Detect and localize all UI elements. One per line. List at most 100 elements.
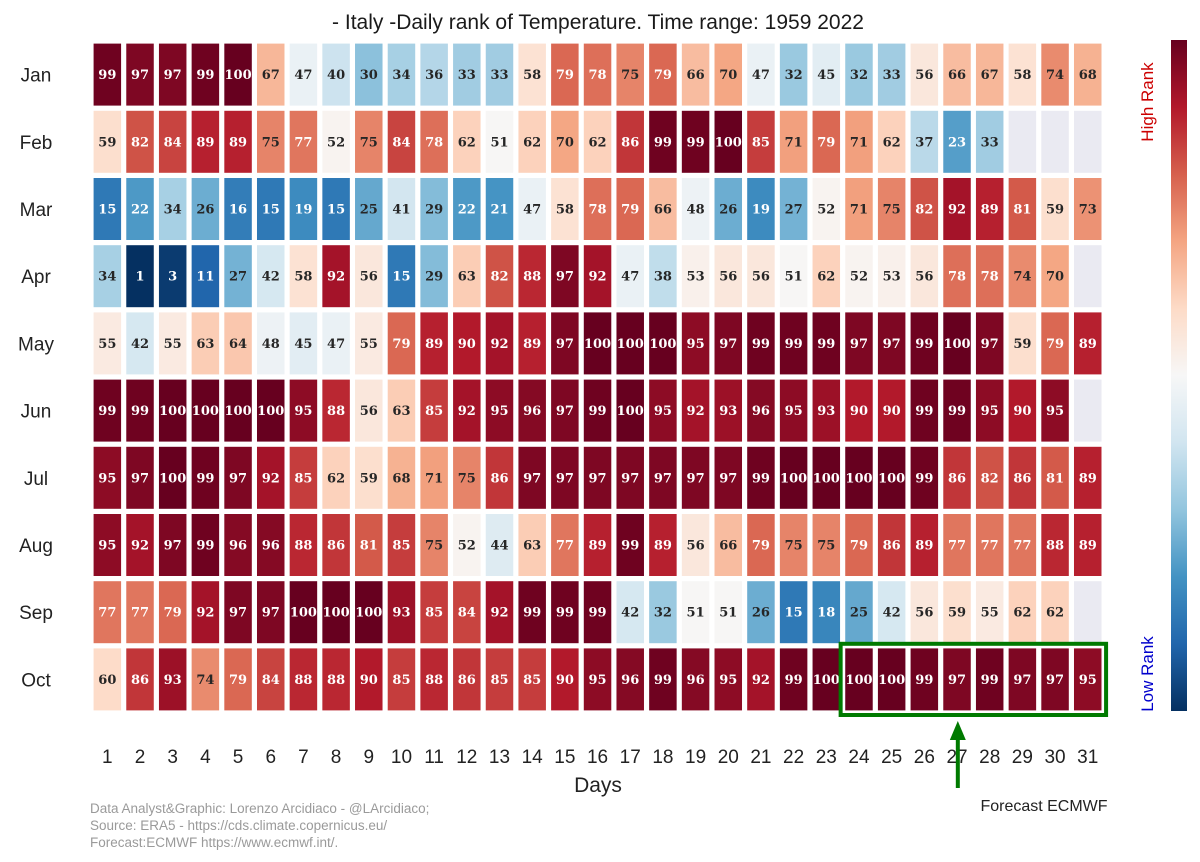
cell-value-label: 25: [850, 606, 868, 621]
heatmap-cell-apr-21: [747, 245, 775, 308]
cell-value-label: 89: [588, 539, 606, 554]
empty-cell: [1073, 379, 1102, 442]
heatmap-cell-apr-29: [1008, 245, 1037, 308]
heatmap-cell-mar-10: [387, 178, 416, 240]
heatmap-cell-jun-2: [126, 379, 154, 442]
cell-value-label: 99: [915, 404, 933, 419]
heatmap-cell-apr-25: [877, 245, 906, 308]
cell-value-label: 75: [262, 135, 280, 150]
heatmap-cell-jul-24: [845, 446, 873, 509]
heatmap-cell-jan-26: [910, 43, 939, 106]
heatmap-cell-aug-28: [975, 514, 1004, 576]
cell-value-label: 64: [229, 337, 247, 352]
heatmap-cell-jun-12: [453, 379, 481, 442]
cell-value-label: 97: [981, 337, 999, 352]
cell-value-label: 86: [490, 471, 508, 486]
cell-value-label: 15: [785, 606, 803, 621]
cell-value-label: 40: [327, 68, 345, 83]
cell-value-label: 92: [752, 673, 770, 688]
day-tick-label: 5: [233, 747, 244, 768]
heatmap-cell-jul-11: [420, 446, 448, 509]
cell-value-label: 37: [915, 135, 933, 150]
heatmap-cell-feb-19: [681, 110, 710, 173]
heatmap-cell-mar-4: [191, 178, 220, 240]
heatmap-cell-feb-22: [779, 110, 808, 173]
heatmap-cell-may-30: [1041, 312, 1069, 375]
heatmap-cell-may-6: [256, 312, 285, 375]
heatmap-cell-jul-1: [93, 446, 122, 509]
cell-value-label: 99: [98, 404, 116, 419]
heatmap-cell-jul-19: [681, 446, 710, 509]
cell-value-label: 22: [458, 203, 476, 218]
heatmap-cell-feb-8: [322, 110, 350, 173]
month-tick-label: Oct: [21, 670, 51, 691]
cell-value-label: 88: [1046, 539, 1064, 554]
cell-value-label: 32: [850, 68, 868, 83]
cell-value-label: 70: [719, 68, 737, 83]
heatmap-cell-jan-19: [681, 43, 710, 106]
heatmap-cell-mar-5: [224, 178, 252, 240]
heatmap-cell-apr-14: [518, 245, 546, 308]
heatmap-cell-aug-1: [93, 514, 122, 576]
heatmap-cell-jan-15: [551, 43, 579, 106]
heatmap-cell-jan-14: [518, 43, 546, 106]
cell-value-label: 88: [294, 673, 312, 688]
cell-value-label: 62: [1013, 606, 1031, 621]
cell-value-label: 62: [817, 270, 835, 285]
cell-value-label: 68: [392, 471, 410, 486]
heatmap-cell-apr-16: [583, 245, 612, 308]
cell-value-label: 100: [715, 135, 742, 150]
heatmap-cell-jan-5: [224, 43, 252, 106]
heatmap-cell-feb-6: [256, 110, 285, 173]
cell-value-label: 73: [1079, 203, 1097, 218]
cell-value-label: 88: [327, 673, 345, 688]
cell-value-label: 89: [523, 337, 541, 352]
cell-value-label: 19: [752, 203, 770, 218]
cell-value-label: 97: [556, 337, 574, 352]
heatmap-cell-jul-6: [256, 446, 285, 509]
cell-value-label: 56: [719, 270, 737, 285]
cell-value-label: 99: [981, 673, 999, 688]
empty-cell: [1073, 245, 1102, 308]
cell-value-label: 26: [719, 203, 737, 218]
cell-value-label: 45: [294, 337, 312, 352]
heatmap-cell-mar-1: [93, 178, 122, 240]
cell-value-label: 97: [588, 471, 606, 486]
heatmap-cell-oct-4: [191, 648, 220, 711]
heatmap-cell-oct-24: [845, 648, 873, 711]
cell-value-label: 11: [196, 270, 214, 285]
cell-value-label: 42: [262, 270, 280, 285]
heatmap-cell-sep-4: [191, 581, 220, 644]
day-tick-label: 19: [685, 747, 706, 768]
cell-value-label: 25: [360, 203, 378, 218]
heatmap-cell-jun-28: [975, 379, 1004, 442]
cell-value-label: 66: [948, 68, 966, 83]
cell-value-label: 86: [948, 471, 966, 486]
cell-value-label: 99: [785, 337, 803, 352]
heatmap-cell-jun-29: [1008, 379, 1037, 442]
cell-value-label: 100: [159, 471, 186, 486]
cell-value-label: 96: [687, 673, 705, 688]
cell-value-label: 22: [131, 203, 149, 218]
cell-value-label: 99: [523, 606, 541, 621]
cell-value-label: 84: [164, 135, 182, 150]
heatmap-cell-aug-10: [387, 514, 416, 576]
cell-value-label: 97: [556, 404, 574, 419]
heatmap-cell-oct-26: [910, 648, 939, 711]
cell-value-label: 100: [845, 471, 872, 486]
cell-value-label: 48: [687, 203, 705, 218]
cell-value-label: 97: [850, 337, 868, 352]
cell-value-label: 96: [229, 539, 247, 554]
day-tick-label: 11: [424, 747, 444, 768]
cell-value-label: 56: [360, 404, 378, 419]
day-axis: 1 2 3 4 5 6 7 8 9 10 11 12 13 14 15 16 17 18 19 20 21 22 23 24 2…: [102, 747, 1098, 768]
heatmap-cell-mar-15: [551, 178, 579, 240]
cell-value-label: 47: [327, 337, 345, 352]
heatmap-cell-apr-19: [681, 245, 710, 308]
cell-value-label: 47: [752, 68, 770, 83]
heatmap-cell-sep-16: [583, 581, 612, 644]
heatmap-cell-sep-29: [1008, 581, 1037, 644]
heatmap-cell-jun-24: [845, 379, 873, 442]
heatmap-cell-jul-12: [453, 446, 481, 509]
heatmap-cell-feb-12: [453, 110, 481, 173]
